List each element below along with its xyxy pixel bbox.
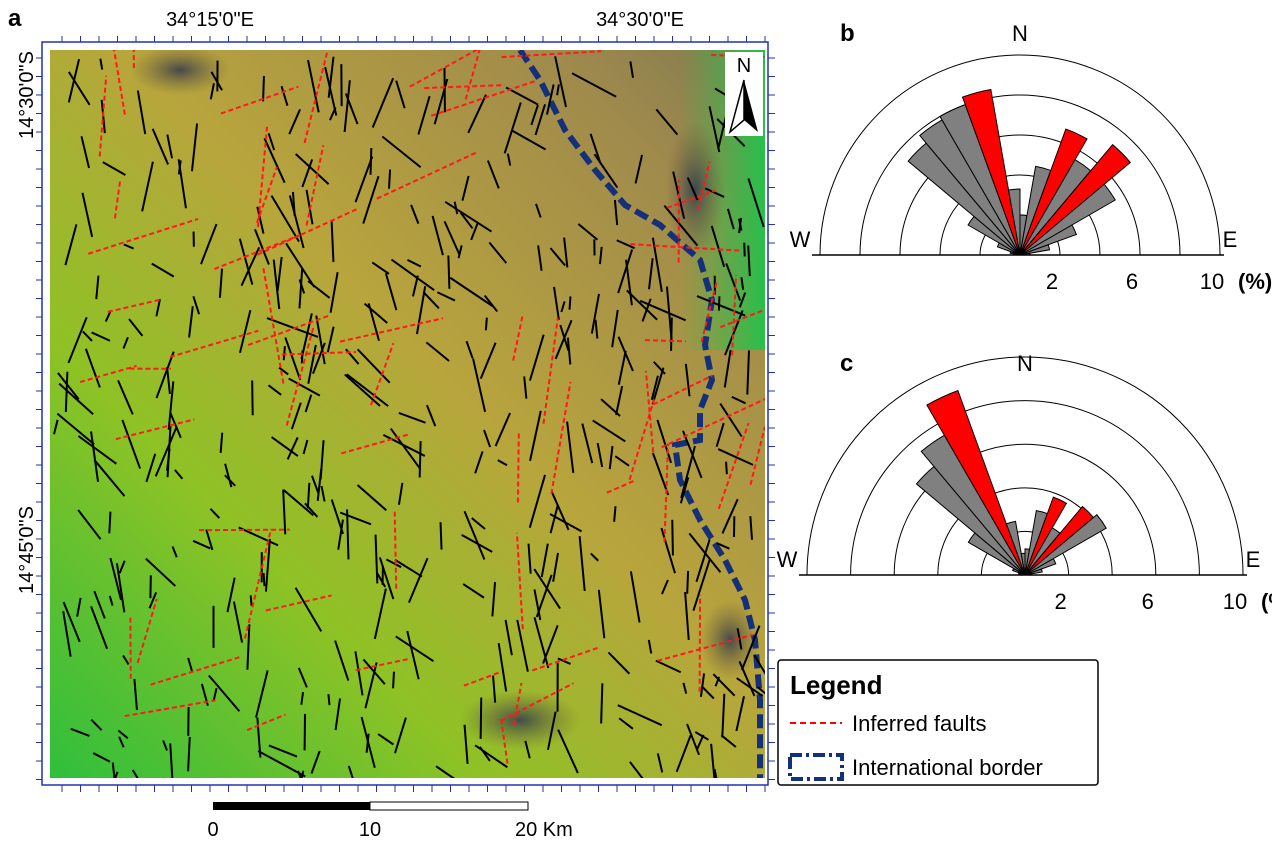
lineament xyxy=(292,771,304,820)
legend-item: Inferred faults xyxy=(852,711,987,736)
longitude-label: 34°15'0"E xyxy=(166,9,254,31)
lineament xyxy=(393,672,394,689)
lineament xyxy=(614,506,615,522)
inferred-fault xyxy=(133,0,134,68)
lineament xyxy=(251,595,252,605)
compass-east: E xyxy=(1246,547,1261,572)
panel-label: c xyxy=(840,350,853,377)
lineament xyxy=(486,318,487,331)
lineament xyxy=(726,462,727,475)
lineament xyxy=(284,346,285,360)
compass-west: W xyxy=(790,227,811,252)
ring-label: 10 xyxy=(1200,269,1224,294)
terrain xyxy=(130,45,230,95)
latitude-label: 14°30'0"S xyxy=(16,51,38,139)
lineament xyxy=(264,573,265,586)
scale-label: 10 xyxy=(359,819,381,841)
panel-label: a xyxy=(8,5,22,32)
lineament xyxy=(389,170,390,189)
scale-bar: 0 10 20 Km xyxy=(207,802,572,841)
compass-north: N xyxy=(1012,21,1028,46)
scale-segment xyxy=(213,802,370,810)
rose-diagrams: 2610bNWE(%)2610cNWE(%) xyxy=(777,20,1272,614)
ring-label: 2 xyxy=(1046,269,1058,294)
map xyxy=(50,0,793,820)
lineament xyxy=(569,296,570,309)
legend-item: International border xyxy=(852,755,1043,780)
ring-label: 6 xyxy=(1142,589,1154,614)
north-arrow: N xyxy=(725,52,763,136)
panel-label: b xyxy=(840,20,855,47)
legend-title: Legend xyxy=(790,670,882,700)
lineament xyxy=(601,683,602,723)
terrain xyxy=(460,690,580,750)
longitude-label: 34°30'0"E xyxy=(596,9,684,31)
inferred-fault xyxy=(518,433,519,503)
latitude-label: 14°45'0"S xyxy=(16,506,38,594)
unit-label: (%) xyxy=(1261,589,1272,614)
compass-west: W xyxy=(777,547,798,572)
ring xyxy=(807,357,1243,575)
figure: a 34°15'0"E 34°30'0"E 14°30'0"S 14°45'0"… xyxy=(0,0,1272,841)
scale-label: 0 xyxy=(207,819,218,841)
ring-label: 10 xyxy=(1223,589,1247,614)
terrain xyxy=(50,50,765,778)
terrain xyxy=(700,600,760,680)
lineament xyxy=(328,694,329,705)
north-label: N xyxy=(737,55,751,77)
lineament xyxy=(252,381,253,416)
compass-north: N xyxy=(1017,351,1033,376)
scale-label: 20 Km xyxy=(515,819,573,841)
legend: Legend Inferred faults International bor… xyxy=(778,660,1098,785)
lineament xyxy=(687,571,688,594)
ring-label: 2 xyxy=(1054,589,1066,614)
ring-label: 6 xyxy=(1126,269,1138,294)
lineament xyxy=(481,698,482,739)
lineament xyxy=(672,520,673,556)
compass-east: E xyxy=(1223,227,1238,252)
scale-segment xyxy=(370,802,528,810)
lineament xyxy=(441,522,442,549)
unit-label: (%) xyxy=(1238,269,1272,294)
lineament xyxy=(448,255,449,288)
lineament xyxy=(420,441,421,477)
lineament xyxy=(263,76,264,101)
lineament xyxy=(109,512,110,534)
